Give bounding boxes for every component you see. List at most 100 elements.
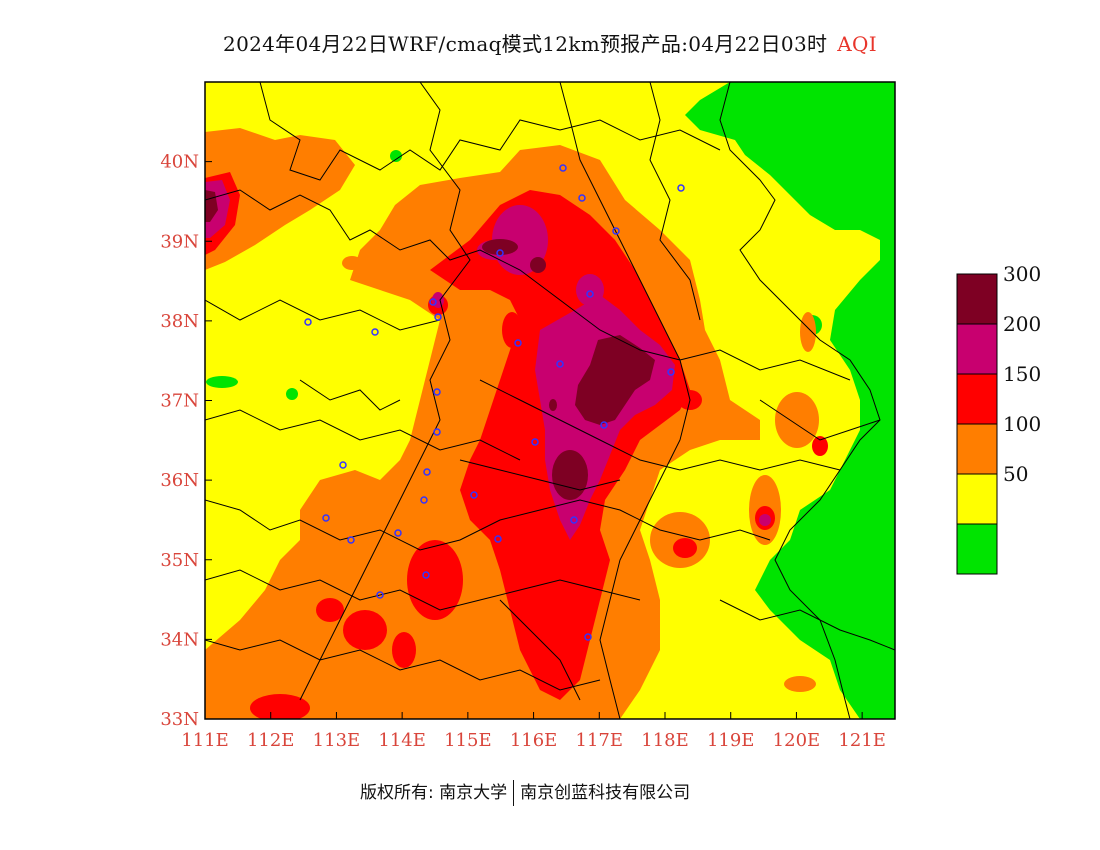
x-tick-label: 114E [378, 730, 426, 751]
city-marker [423, 468, 431, 476]
city-marker [339, 461, 347, 469]
y-tick-label: 33N [160, 709, 199, 730]
y-tick-label: 36N [160, 470, 199, 491]
x-tick-label: 119E [707, 730, 755, 751]
aqi-patch [502, 312, 522, 348]
y-tick-label: 38N [160, 311, 199, 332]
x-tick-label: 111E [181, 730, 229, 751]
legend-swatch [956, 373, 998, 425]
city-marker [496, 249, 504, 257]
aqi-patch [549, 399, 557, 411]
city-marker [600, 421, 608, 429]
color-legend: 50 100 150 200 300 [956, 262, 1041, 575]
x-tick-label: 117E [576, 730, 624, 751]
city-marker [394, 529, 402, 537]
city-marker [347, 536, 355, 544]
aqi-patch [343, 610, 387, 650]
city-marker [584, 633, 592, 641]
aqi-level-0-east [685, 82, 895, 719]
aqi-field [205, 82, 895, 719]
city-marker [429, 298, 437, 306]
city-marker [586, 290, 594, 298]
title-variable: AQI [837, 32, 877, 56]
city-marker [570, 516, 578, 524]
x-tick-label: 120E [773, 730, 821, 751]
legend-swatch [956, 473, 998, 525]
x-tick-label: 113E [313, 730, 361, 751]
aqi-patch [286, 388, 298, 400]
legend-swatch [956, 423, 998, 475]
aqi-level-300 [575, 335, 655, 425]
aqi-patch [206, 376, 238, 388]
x-axis: 111E 112E 113E 114E 115E 116E 117E 118E 119E 120E… [181, 712, 886, 751]
x-tick-label: 118E [641, 730, 689, 751]
x-tick-label: 112E [247, 730, 295, 751]
city-marker [531, 438, 539, 446]
city-marker [677, 184, 685, 192]
city-markers [304, 164, 685, 641]
legend-label: 200 [1003, 312, 1041, 336]
aqi-patch [549, 350, 561, 370]
city-marker [514, 339, 522, 347]
legend-swatch [956, 523, 998, 575]
footer-separator [513, 780, 515, 806]
city-marker [371, 328, 379, 336]
city-marker [494, 535, 502, 543]
city-marker [667, 368, 675, 376]
copyright-left: 版权所有: 南京大学 [360, 783, 508, 803]
aqi-patch [482, 239, 518, 255]
city-marker [422, 571, 430, 579]
x-tick-label: 115E [444, 730, 492, 751]
aqi-patch [316, 598, 344, 622]
legend-swatch [956, 273, 998, 325]
aqi-patch [392, 632, 416, 668]
aqi-patch [800, 312, 816, 352]
title-main: 2024年04月22日WRF/cmaq模式12km预报产品:04月22日03时 [223, 32, 828, 56]
city-marker [433, 428, 441, 436]
city-marker [433, 388, 441, 396]
aqi-patch [342, 256, 362, 270]
aqi-patch [540, 605, 580, 645]
aqi-patch [552, 450, 588, 500]
copyright-right: 南京创蓝科技有限公司 [520, 783, 691, 803]
aqi-patch [812, 436, 828, 456]
city-marker [556, 360, 564, 368]
aqi-patch [530, 257, 546, 273]
legend-label: 300 [1003, 262, 1041, 286]
city-marker [434, 313, 442, 321]
legend-label: 50 [1003, 462, 1028, 486]
aqi-patch [250, 694, 310, 719]
chart-title: 2024年04月22日WRF/cmaq模式12km预报产品:04月22日03时 A… [0, 28, 1100, 57]
city-marker [612, 227, 620, 235]
x-tick-label: 121E [838, 730, 886, 751]
aqi-patch [673, 538, 697, 558]
legend-swatch [956, 323, 998, 375]
city-marker [578, 194, 586, 202]
city-marker [559, 164, 567, 172]
y-tick-label: 34N [160, 629, 199, 650]
copyright-footer: 版权所有: 南京大学 南京创蓝科技有限公司 [360, 778, 690, 806]
province-boundaries [205, 82, 895, 719]
aqi-patch [390, 150, 402, 162]
y-tick-label: 37N [160, 391, 199, 412]
aqi-patch [759, 514, 771, 526]
aqi-patch [576, 274, 604, 306]
y-tick-label: 40N [160, 152, 199, 173]
city-marker [376, 591, 384, 599]
y-tick-label: 39N [160, 231, 199, 252]
city-marker [470, 491, 478, 499]
y-tick-label: 35N [160, 550, 199, 571]
aqi-level-100-west [205, 128, 355, 270]
legend-label: 100 [1003, 412, 1041, 436]
coastline [719, 82, 881, 719]
x-tick-label: 116E [510, 730, 558, 751]
city-marker [304, 318, 312, 326]
city-marker [322, 514, 330, 522]
aqi-patch [784, 676, 816, 692]
aqi-level-300-west [205, 190, 218, 222]
city-marker [420, 496, 428, 504]
aqi-patch [775, 392, 819, 448]
y-axis: 33N 34N 35N 36N 37N 38N 39N 40N [160, 152, 212, 730]
legend-label: 150 [1003, 362, 1041, 386]
